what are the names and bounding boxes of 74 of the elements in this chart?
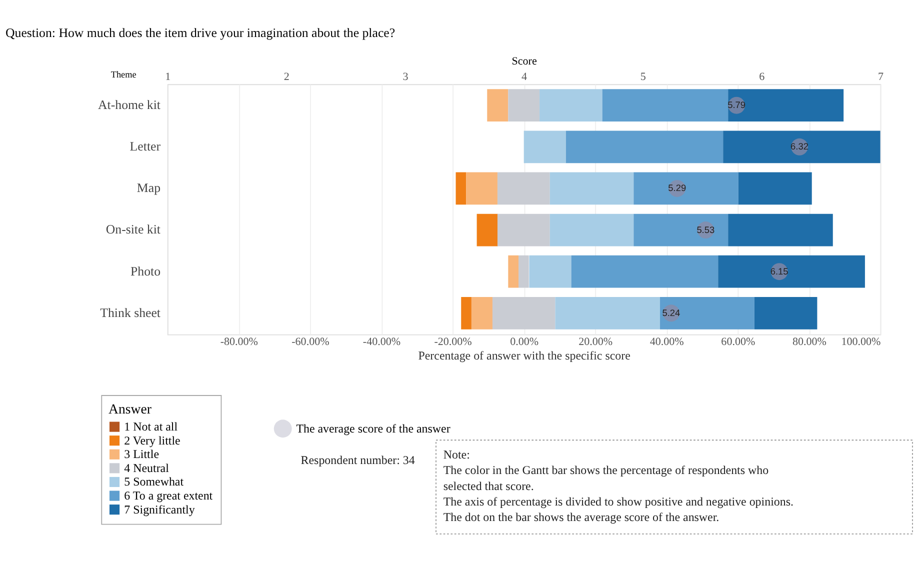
- bar: [471, 296, 492, 330]
- legend-label: 3 Little: [124, 447, 159, 462]
- bar: [728, 89, 844, 122]
- y-tick-label: Think sheet: [100, 306, 161, 320]
- x2-tick-label: 7: [878, 71, 884, 84]
- bar: [461, 296, 472, 330]
- legend-label: 7 Significantly: [124, 502, 195, 516]
- bar: [634, 214, 728, 246]
- x2-tick-label: 2: [284, 71, 290, 84]
- legend-label: 4 Neutral: [124, 460, 170, 475]
- data-label: 5.79: [728, 100, 746, 110]
- x2-tick-label: 1: [165, 71, 171, 84]
- x2-tick-label: 6: [759, 71, 766, 84]
- bar: [566, 130, 724, 164]
- x2-axis-title: Score: [512, 55, 537, 68]
- y-tick-label: At-home kit: [98, 98, 161, 112]
- text: Respondent number: 34: [300, 453, 415, 468]
- bar: [487, 89, 508, 122]
- data-label: 6.15: [770, 266, 788, 276]
- bar: [550, 172, 634, 205]
- bar: [540, 89, 602, 122]
- bar: [738, 172, 812, 205]
- x-tick-label: 100.00%: [841, 336, 881, 348]
- x-tick-label: 80.00%: [792, 336, 826, 348]
- bar: [754, 296, 818, 330]
- legend-label: 6 To a great extent: [124, 488, 214, 502]
- text: Note: The color in the Gantt bar shows the percentage of respondents who selected that score. The axis of percentage is divided to show positive and negative opinions. The dot on the bar shows the average score of the answer.: [443, 448, 794, 524]
- x2-tick-label: 5: [640, 71, 646, 84]
- y-tick-label: Map: [136, 181, 161, 196]
- bar: [571, 255, 718, 288]
- y-tick-label: Photo: [130, 264, 161, 278]
- bar: [555, 296, 660, 330]
- bar: [497, 172, 550, 205]
- x2-tick-label: 3: [402, 71, 409, 84]
- x-tick-label: -60.00%: [292, 336, 330, 348]
- bar: [492, 296, 556, 330]
- bar: [476, 214, 498, 246]
- y-axis-title: Theme: [110, 69, 136, 80]
- legend-label: The average score of the answer: [296, 421, 450, 436]
- data-label: 6.32: [790, 142, 808, 152]
- x-tick-label: 60.00%: [721, 336, 756, 348]
- bar: [723, 130, 880, 164]
- bar: [518, 255, 529, 288]
- x-tick-label: 0.00%: [510, 336, 539, 348]
- y-tick-label: Letter: [130, 140, 162, 154]
- bar: [466, 172, 498, 205]
- bar: [497, 214, 550, 246]
- x-tick-label: -80.00%: [220, 336, 258, 348]
- bar: [529, 255, 572, 288]
- bar: [718, 255, 865, 288]
- x-tick-label: 20.00%: [578, 336, 613, 348]
- x2-tick-label: 4: [522, 71, 528, 84]
- x-tick-label: -20.00%: [434, 336, 472, 348]
- legend-label: 5 Somewhat: [124, 474, 184, 489]
- legend-label: 1 Not at all: [124, 419, 178, 434]
- bar: [728, 214, 833, 246]
- bar: [456, 172, 466, 205]
- data-label: 5.24: [662, 308, 680, 318]
- bar: [634, 172, 738, 205]
- x-tick-label: -40.00%: [362, 336, 401, 348]
- y-tick-label: On-site kit: [106, 222, 161, 237]
- chart-title: Question: How much does the item drive your imagination about the place?: [5, 26, 396, 40]
- bar: [508, 255, 518, 288]
- x-axis-title: Percentage of answer with the specific score: [418, 348, 630, 363]
- bar: [524, 130, 566, 164]
- x-tick-label: 40.00%: [650, 336, 684, 348]
- bar: [550, 214, 634, 246]
- bar: [602, 89, 728, 122]
- bar: [508, 89, 540, 122]
- data-label: 5.29: [668, 183, 686, 194]
- data-label: 5.53: [696, 224, 715, 235]
- legend-title: Answer: [108, 401, 152, 416]
- legend-label: 2 Very little: [124, 433, 180, 448]
- bar: [660, 296, 754, 330]
